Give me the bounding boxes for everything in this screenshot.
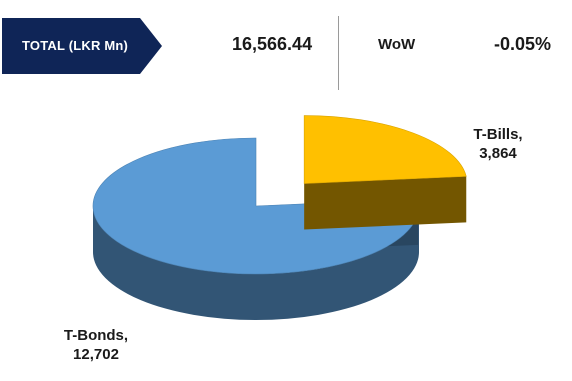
slice-top: [92, 137, 420, 275]
header-divider: [338, 16, 339, 90]
slice-label-name: T-Bonds,: [64, 327, 128, 344]
tag-shape: [2, 18, 162, 74]
slice-label-value: 3,864: [479, 145, 517, 162]
slice-label-1: T-Bonds, 12,702: [64, 327, 128, 363]
total-tag: TOTAL (LKR Mn): [2, 18, 162, 74]
wow-value: -0.05%: [494, 34, 552, 54]
pie-slice-0: [303, 115, 467, 230]
wow-label: WoW: [378, 36, 416, 53]
slice-side-wall: [93, 206, 419, 320]
slice-label-0: T-Bills, 3,864: [473, 126, 522, 162]
slice-label-name: T-Bills,: [473, 126, 522, 143]
total-label: TOTAL (LKR Mn): [22, 38, 129, 53]
slice-label-value: 12,702: [73, 346, 119, 363]
total-value: 16,566.44: [232, 34, 313, 54]
slice-top: [303, 115, 467, 184]
slice-cut-face: [304, 176, 467, 230]
